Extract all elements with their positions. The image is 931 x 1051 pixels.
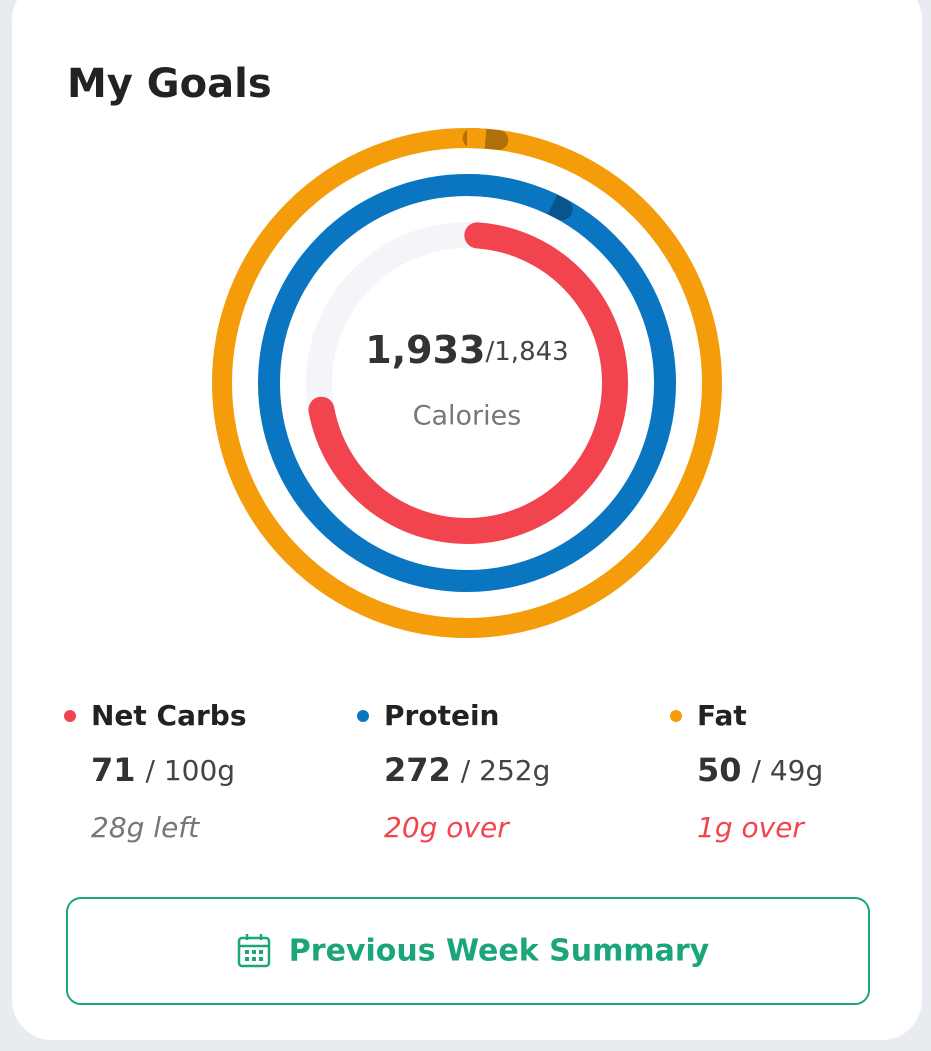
button-label[interactable]: Previous Week Summary xyxy=(289,934,710,969)
calendar-icon xyxy=(237,934,271,968)
macro-goal: / 100g xyxy=(146,754,236,787)
macro-status: 20g over xyxy=(384,811,510,844)
macro-legend: Net Carbs 71 / 100g 28g left Protein 272 / 252… xyxy=(64,699,823,844)
calories-summary: 1,933/1,843 xyxy=(365,328,568,372)
calories-goal: /1,843 xyxy=(486,337,569,367)
macro-name: Net Carbs xyxy=(91,699,247,732)
macro-goal: / 252g xyxy=(461,754,551,787)
legend-dot xyxy=(670,710,682,722)
card-title: My Goals xyxy=(67,61,272,107)
ring-overflow xyxy=(466,174,558,215)
macro-amount: 272 / 252g xyxy=(384,751,550,789)
legend-dot xyxy=(357,710,369,722)
ring-overflow xyxy=(466,128,487,149)
legend-dot xyxy=(64,710,76,722)
macro-amount: 71 / 100g xyxy=(91,751,235,789)
rings xyxy=(212,128,722,638)
macro-name: Fat xyxy=(697,699,747,732)
macro-amount: 50 / 49g xyxy=(697,751,823,789)
macro-consumed: 50 xyxy=(697,751,742,789)
previous-week-button[interactable]: Previous Week Summary xyxy=(66,897,870,1005)
macro-name: Protein xyxy=(384,699,499,732)
macro-status: 28g left xyxy=(91,811,200,844)
macro-goal: / 49g xyxy=(752,754,824,787)
ring-progress xyxy=(308,222,628,544)
calories-label: Calories xyxy=(413,401,522,432)
macro-status: 1g over xyxy=(697,811,805,844)
calories-consumed: 1,933 xyxy=(365,328,485,372)
macro-consumed: 71 xyxy=(91,751,136,789)
button-border[interactable] xyxy=(66,897,870,1005)
macro-consumed: 272 xyxy=(384,751,451,789)
